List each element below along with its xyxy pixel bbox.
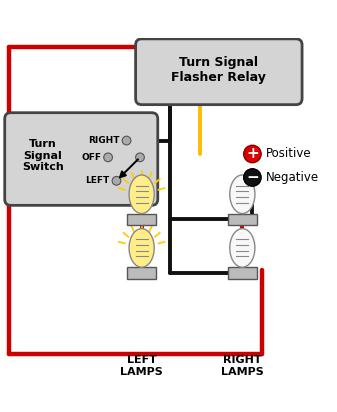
Circle shape [112,176,121,185]
Text: Positive: Positive [266,147,311,161]
FancyBboxPatch shape [228,267,256,279]
Circle shape [244,145,261,163]
FancyBboxPatch shape [5,113,158,205]
Text: +: + [246,147,259,162]
FancyBboxPatch shape [228,213,256,225]
Ellipse shape [129,175,154,213]
Text: Turn
Signal
Switch: Turn Signal Switch [22,139,63,172]
Ellipse shape [230,229,255,267]
Text: −: − [246,170,259,185]
Circle shape [104,153,113,162]
FancyBboxPatch shape [127,267,156,279]
Text: RIGHT
LAMPS: RIGHT LAMPS [221,355,264,377]
Text: LEFT
LAMPS: LEFT LAMPS [120,355,163,377]
Text: Turn Signal
Flasher Relay: Turn Signal Flasher Relay [172,56,266,84]
Ellipse shape [129,229,154,267]
Circle shape [244,169,261,186]
Text: Negative: Negative [266,171,319,184]
FancyBboxPatch shape [135,39,302,105]
FancyBboxPatch shape [127,213,156,225]
Text: RIGHT: RIGHT [88,136,120,145]
Ellipse shape [230,175,255,213]
Text: LEFT: LEFT [86,176,110,185]
Circle shape [135,153,144,162]
Circle shape [122,136,131,145]
Text: OFF: OFF [81,153,101,162]
